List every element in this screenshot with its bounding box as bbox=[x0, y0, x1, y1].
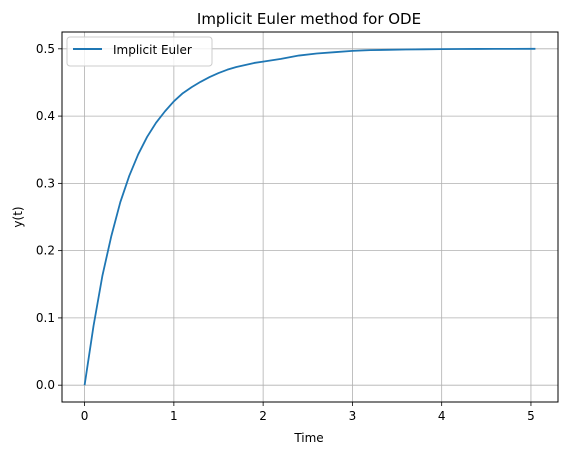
chart-title: Implicit Euler method for ODE bbox=[197, 10, 421, 28]
y-tick-label: 0.2 bbox=[36, 244, 55, 258]
legend: Implicit Euler bbox=[66, 36, 213, 67]
x-tick-label: 2 bbox=[259, 409, 267, 423]
series-line bbox=[83, 47, 536, 386]
axes-frame bbox=[61, 31, 559, 403]
x-tick-label: 0 bbox=[81, 409, 89, 423]
y-axis: 0.0 0.1 0.2 0.3 0.4 0.5 bbox=[36, 42, 62, 392]
y-tick-label: 0.0 bbox=[36, 378, 55, 392]
x-tick-label: 3 bbox=[349, 409, 357, 423]
x-tick-label: 5 bbox=[527, 409, 535, 423]
legend-box bbox=[66, 36, 213, 67]
y-tick-label: 0.4 bbox=[36, 109, 55, 123]
plot-area bbox=[83, 47, 536, 386]
y-axis-label: y(t) bbox=[11, 206, 25, 227]
x-tick-label: 4 bbox=[438, 409, 446, 423]
grid bbox=[62, 32, 558, 402]
y-tick-label: 0.5 bbox=[36, 42, 55, 56]
y-tick-label: 0.3 bbox=[36, 176, 55, 190]
x-axis: 0 1 2 3 4 5 bbox=[81, 402, 535, 423]
y-tick-label: 0.1 bbox=[36, 311, 55, 325]
x-axis-label: Time bbox=[293, 431, 323, 445]
x-tick-label: 1 bbox=[170, 409, 178, 423]
legend-label: Implicit Euler bbox=[113, 43, 192, 57]
